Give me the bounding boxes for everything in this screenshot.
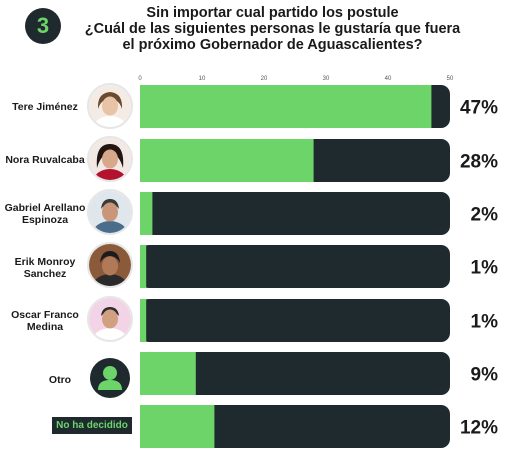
- bar-value: [140, 192, 153, 235]
- category-label-erik-line2: Sanchez: [23, 268, 67, 280]
- bar-data-label: 9%: [471, 365, 499, 386]
- category-label-otro: Otro: [48, 374, 72, 386]
- person-silhouette-graphic: [98, 366, 122, 390]
- title-line-1: Sin importar cual partido los postule: [146, 5, 399, 21]
- avatar-erik-monroy: [87, 242, 133, 288]
- title-line-3: el próximo Gobernador de Aguascalientes?: [70, 37, 475, 53]
- title-line-3-part: de: [282, 37, 308, 53]
- x-tick-label: 30: [323, 76, 330, 82]
- avatar-oscar-graphic: [89, 298, 131, 340]
- bar-value: [140, 299, 147, 342]
- category-label-nora: Nora Ruvalcaba: [5, 154, 85, 166]
- x-tick-label: 20: [261, 76, 268, 82]
- bar-data-label: 1%: [471, 312, 499, 333]
- bar-track: [140, 405, 450, 448]
- question-number-badge: 3: [25, 8, 61, 44]
- bar-value: [140, 85, 432, 128]
- category-label-tere: Tere Jiménez: [12, 101, 78, 113]
- title-line-3-part: el próximo: [122, 37, 200, 53]
- category-label-erik-line1: Erik Monroy: [14, 256, 76, 268]
- bar-track: [140, 192, 450, 235]
- avatar-tere-jimenez: [87, 83, 133, 129]
- bar-data-label: 47%: [460, 98, 498, 119]
- avatar-oscar-franco: [87, 296, 133, 342]
- avatar-nora-graphic: [89, 138, 131, 180]
- bar-track: [140, 299, 450, 342]
- avatar-gabriel-arellano: [87, 189, 133, 235]
- bar-value: [140, 245, 147, 288]
- bar-data-label: 12%: [460, 418, 498, 439]
- avatar-gabriel-graphic: [89, 191, 131, 233]
- category-label-gabriel: Gabriel Arellano Espinoza: [3, 202, 87, 226]
- bar-value: [140, 405, 215, 448]
- category-label-oscar: Oscar Franco Medina: [3, 309, 87, 333]
- x-tick-label: 50: [447, 76, 454, 82]
- x-tick-label: 0: [138, 76, 142, 82]
- title-emphasis-gobernador: Gobernador: [199, 37, 283, 53]
- category-label-no-decidido: No ha decidido: [52, 417, 132, 434]
- avatar-tere-graphic: [89, 85, 131, 127]
- bar-value: [140, 139, 314, 182]
- avatar-erik-graphic: [89, 244, 131, 286]
- bar-track: [140, 352, 450, 395]
- category-label-oscar-line2: Medina: [26, 321, 64, 333]
- bar-data-label: 1%: [471, 258, 499, 279]
- chart-title: Sin importar cual partido los postule ¿C…: [70, 5, 475, 53]
- title-line-2: ¿Cuál de las siguientes personas le gust…: [84, 21, 461, 37]
- bar-value: [140, 352, 196, 395]
- category-label-gabriel-line1: Gabriel Arellano: [4, 202, 86, 214]
- category-label-gabriel-line2: Espinoza: [21, 214, 69, 226]
- x-tick-label: 10: [199, 76, 206, 82]
- title-emphasis-aguascalientes: Aguascalientes: [307, 37, 414, 53]
- title-line-3-part: ?: [413, 37, 423, 53]
- person-silhouette-icon: [90, 358, 130, 398]
- bar-data-label: 2%: [471, 205, 499, 226]
- avatar-nora-ruvalcaba: [87, 136, 133, 182]
- category-label-erik: Erik Monroy Sanchez: [3, 256, 87, 280]
- bar-data-label: 28%: [460, 152, 498, 173]
- x-tick-label: 40: [385, 76, 392, 82]
- bar-track: [140, 245, 450, 288]
- category-label-oscar-line1: Oscar Franco: [11, 309, 79, 321]
